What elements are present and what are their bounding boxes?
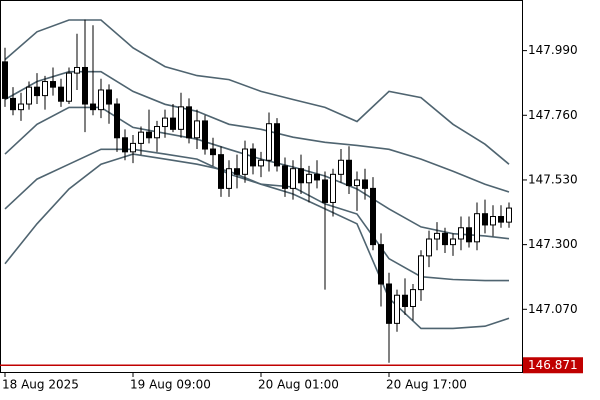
candle-body [346,159,352,187]
candle-body [42,81,48,97]
candle-body [74,66,80,74]
candle-body [114,103,120,139]
candle-body [18,103,24,111]
x-tick-label: 18 Aug 2025 [2,378,79,392]
candle-body [250,148,256,167]
candle-body [10,97,16,111]
candle-body [506,207,512,223]
candle-body [450,238,456,246]
candle-body [290,168,296,189]
band-line [4,19,510,165]
candle-body [210,148,216,156]
candle-body [218,154,224,189]
candle-body [154,126,160,139]
candle-body [282,165,288,189]
candle-body [90,103,96,111]
candle-body [170,117,176,130]
candle-body [378,244,384,285]
candle-body [306,173,312,184]
candle-body [490,216,496,226]
candle-body [122,137,128,153]
candle-body [162,117,168,128]
candle-body [130,142,136,153]
candle-body [466,227,472,243]
candle-body [362,179,368,189]
candle-body [82,66,88,105]
candle-body [322,179,328,203]
candle-body [58,86,64,102]
candle-body [2,61,8,99]
candle-body [482,213,488,226]
y-tick-label: 147.070 [528,302,578,316]
candle-body [26,86,32,105]
candle-body [354,179,360,187]
candle-body [402,294,408,307]
candle-body [234,168,240,175]
candle-body [442,232,448,246]
candle-body [146,131,152,139]
candle-body [474,213,480,243]
candle-body [202,120,208,150]
candle-body [498,216,504,223]
x-tick-label: 20 Aug 17:00 [386,378,467,392]
candle-body [50,81,56,88]
candle-body [194,120,200,139]
band-line [4,153,510,330]
y-tick-label: 147.300 [528,237,578,251]
candle-body [418,255,424,291]
candle-body [34,86,40,97]
candle-body [410,289,416,307]
candle-body [314,173,320,181]
y-tick-label: 147.530 [528,172,578,186]
candle-body [426,238,432,257]
candle-body [258,159,264,167]
candle-body [298,168,304,184]
candle-body [330,173,336,203]
candle-body [66,72,72,102]
candle-body [98,89,104,111]
x-tick-label: 20 Aug 01:00 [258,378,339,392]
candle-body [386,283,392,324]
candle-body [458,227,464,240]
band-line [4,70,510,193]
last-price-box [523,357,583,374]
plot-frame [0,0,523,373]
candle-body [178,106,184,130]
candle-body [394,294,400,324]
candle-body [434,232,440,240]
candle-body [370,187,376,246]
candle-body [186,106,192,139]
candle-body [138,131,144,144]
candle-body [338,159,344,175]
last-price-label: 146.871 [528,358,578,372]
y-tick-label: 147.990 [528,43,578,57]
candle-body [242,148,248,175]
candle-body [106,89,112,105]
candle-body [226,168,232,189]
y-tick-label: 147.760 [528,108,578,122]
candle-body [266,123,272,161]
candle-body [274,123,280,167]
x-tick-label: 19 Aug 09:00 [130,378,211,392]
